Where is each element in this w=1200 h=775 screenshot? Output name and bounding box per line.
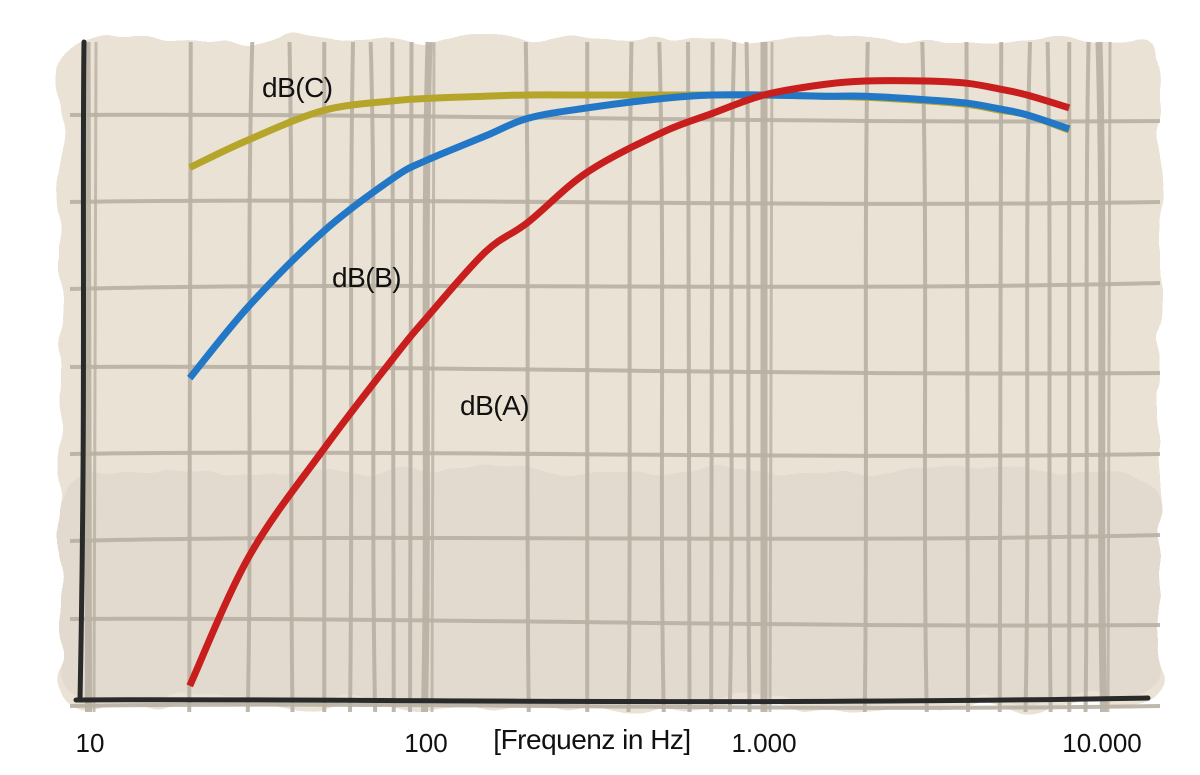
- x-axis-title: [Frequenz in Hz]: [493, 724, 691, 755]
- x-axis-line: [73, 695, 1151, 705]
- grid-line-vertical: [997, 41, 1004, 713]
- grid-line-vertical: [421, 41, 433, 713]
- grid-line-vertical: [964, 41, 970, 713]
- grid-line-horizontal: [69, 281, 1161, 291]
- grid-line-vertical: [348, 41, 356, 713]
- x-tick-label-10: 10: [75, 728, 105, 758]
- y-axis-line: [77, 39, 87, 703]
- grid-line-horizontal: [69, 198, 1161, 206]
- x-tick-label-10000: 10.000: [1062, 728, 1142, 758]
- paper-background: [60, 40, 1160, 708]
- series-label-dba: dB(A): [460, 390, 530, 421]
- grid-line-vertical: [768, 41, 774, 713]
- grid-line-vertical: [1083, 41, 1091, 713]
- grid-line-vertical: [1106, 41, 1112, 713]
- grid-line-vertical: [287, 41, 295, 713]
- grid-line-vertical: [626, 41, 634, 713]
- series-label-dbc: dB(C): [262, 72, 333, 103]
- grid-line-vertical: [430, 41, 436, 713]
- grid-line-horizontal: [69, 533, 1161, 543]
- grid-line-horizontal: [69, 702, 1161, 710]
- grid: [69, 41, 1161, 713]
- grid-line-vertical: [862, 41, 870, 713]
- grid-line-vertical: [1045, 41, 1053, 713]
- grid-line-vertical: [523, 41, 531, 713]
- grid-line-vertical: [83, 41, 92, 713]
- grid-line-vertical: [1095, 41, 1107, 713]
- grid-line-horizontal: [69, 364, 1161, 376]
- grid-line-vertical: [709, 41, 715, 713]
- series-lines: [186, 77, 1071, 688]
- x-tick-label-1000: 1.000: [731, 728, 797, 758]
- grid-line-vertical: [1023, 41, 1033, 713]
- grid-line-horizontal: [69, 450, 1161, 458]
- grid-line-vertical: [686, 41, 692, 713]
- series-label-dbb: dB(B): [332, 262, 402, 293]
- grid-line-horizontal: [69, 112, 1161, 124]
- x-tick-label-100: 100: [404, 728, 448, 758]
- grid-line-vertical: [92, 41, 98, 713]
- axes: [73, 39, 1151, 705]
- grid-line-vertical: [744, 41, 752, 713]
- grid-line-vertical: [920, 41, 929, 713]
- grid-line-vertical: [408, 41, 414, 713]
- series-line-dbb: [187, 91, 1071, 381]
- grid-line-vertical: [390, 41, 396, 713]
- grid-line-vertical: [727, 41, 737, 713]
- series-line-dba: [186, 77, 1071, 688]
